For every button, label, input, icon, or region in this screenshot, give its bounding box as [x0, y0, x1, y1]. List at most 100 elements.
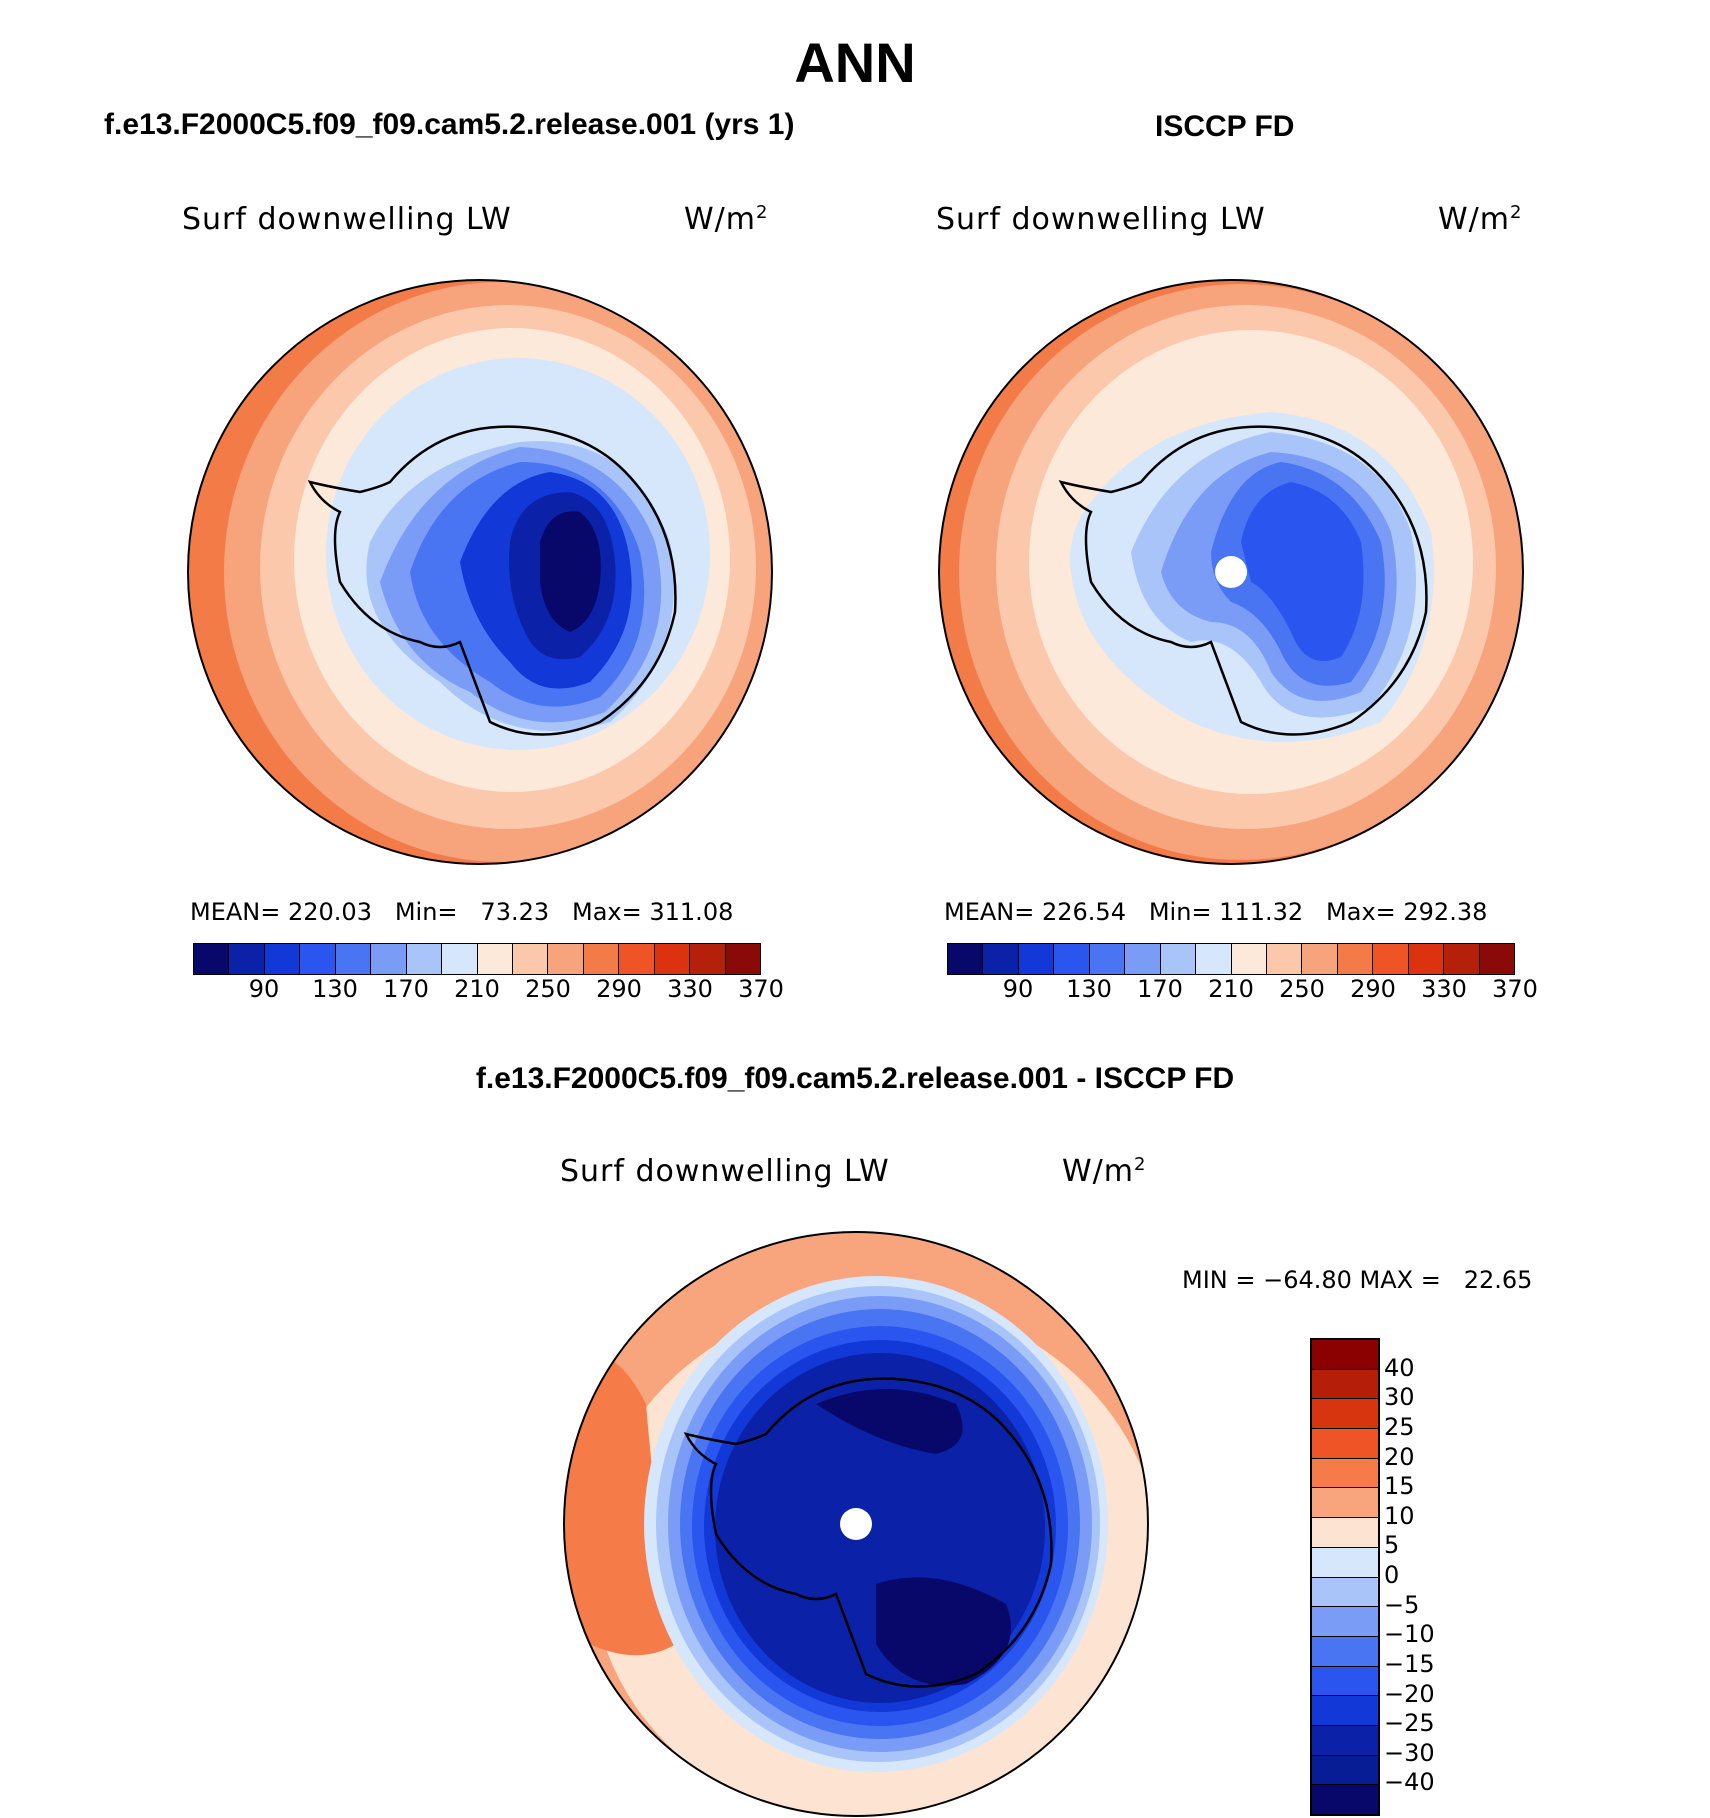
- panel3-tick: 10: [1384, 1501, 1415, 1530]
- panel1-tick: 330: [667, 975, 713, 1003]
- panel1-colorbar-swatch: [264, 944, 301, 974]
- panel1-tick: 90: [248, 975, 280, 1003]
- panel3-tick: −10: [1384, 1620, 1435, 1649]
- panel3-colorbar-swatch: [1312, 1458, 1378, 1489]
- panel2-tick: 290: [1350, 975, 1396, 1003]
- panel3-colorbar-swatch: [1312, 1696, 1378, 1726]
- panel1-stats: MEAN= 220.03 Min= 73.23 Max= 311.08: [190, 898, 734, 926]
- panel3-colorbar-swatch: [1312, 1607, 1378, 1637]
- panel2-colorbar-swatch: [1444, 944, 1480, 974]
- panel3-colorbar-swatch: [1312, 1399, 1378, 1430]
- panel3-colorbar-swatch: [1312, 1666, 1378, 1697]
- panel3-tick: −25: [1384, 1709, 1435, 1738]
- panel3-colorbar: [1310, 1338, 1380, 1816]
- panel1-colorbar-swatch: [654, 944, 691, 974]
- panel1-colorbar-swatch: [229, 944, 265, 974]
- panel3-colorbar-swatch: [1312, 1488, 1378, 1519]
- panel1-units: W/m2: [684, 202, 769, 237]
- panel3-colorbar-swatch: [1312, 1518, 1378, 1548]
- panel1-colorbar-swatch: [442, 944, 478, 974]
- panel1-colorbar-ticks: 90 130 170 210 250 290 330 370: [193, 975, 784, 1005]
- panel1-colorbar-swatch: [477, 944, 513, 974]
- panel2-tick: 210: [1208, 975, 1254, 1003]
- panel1-colorbar-swatch: [725, 944, 760, 974]
- panel1-colorbar-swatch: [690, 944, 726, 974]
- panel2-tick: 370: [1492, 975, 1538, 1003]
- panel2-tick: 90: [1002, 975, 1034, 1003]
- panel1-tick: 130: [312, 975, 358, 1003]
- panel1-field-name: Surf downwelling LW: [182, 202, 512, 237]
- panel2-colorbar-swatch: [1089, 944, 1126, 974]
- panel2-tick: 250: [1279, 975, 1325, 1003]
- panel2-colorbar-swatch: [1479, 944, 1514, 974]
- panel2-colorbar-swatch: [1408, 944, 1445, 974]
- panel2-colorbar: 90 130 170 210 250 290 330 370: [947, 943, 1538, 1005]
- panel3-colorbar-ticks: 40 30 25 20 15 10 5 0 −5 −10 −15 −20 −25…: [1384, 1338, 1464, 1812]
- panel2-colorbar-swatch: [1125, 944, 1161, 974]
- panel3-colorbar-swatch: [1312, 1785, 1378, 1814]
- panel1-colorbar: 90 130 170 210 250 290 330 370: [193, 943, 784, 1005]
- panel3-tick: 0: [1384, 1561, 1400, 1589]
- panel2-colorbar-swatch: [1160, 944, 1197, 974]
- main-title: ANN: [794, 31, 916, 94]
- panel3-tick: −5: [1384, 1590, 1420, 1619]
- panel3-field-name: Surf downwelling LW: [560, 1154, 890, 1189]
- panel3-tick: 20: [1384, 1442, 1415, 1471]
- panel1-colorbar-swatch: [583, 944, 620, 974]
- panel3-colorbar-swatch: [1312, 1340, 1378, 1370]
- panel1-colorbar-swatch: [548, 944, 584, 974]
- panel1-title: f.e13.F2000C5.f09_f09.cam5.2.release.001…: [104, 108, 795, 141]
- panel3-tick: −20: [1384, 1679, 1435, 1708]
- panel2-colorbar-swatch: [1266, 944, 1303, 974]
- panel3-tick: −15: [1384, 1649, 1435, 1678]
- panel2-colorbar-swatch: [1337, 944, 1374, 974]
- panel2-colorbar-swatch: [1302, 944, 1338, 974]
- panel1-map: [187, 279, 773, 865]
- panel3-tick: 30: [1384, 1383, 1415, 1412]
- panel2-colorbar-swatch: [1054, 944, 1090, 974]
- panel2-tick: 170: [1137, 975, 1183, 1003]
- panel2-colorbar-swatch: [1196, 944, 1232, 974]
- panel2-colorbar-swatch: [948, 944, 984, 974]
- panel2-field-name: Surf downwelling LW: [936, 202, 1266, 237]
- panel2-map: [938, 279, 1524, 865]
- panel3-stats: MIN = −64.80 MAX = 22.65: [1182, 1266, 1533, 1294]
- panel1-colorbar-swatch: [406, 944, 443, 974]
- panel2-tick: 130: [1066, 975, 1112, 1003]
- panel3-title: f.e13.F2000C5.f09_f09.cam5.2.release.001…: [475, 1062, 1235, 1095]
- panel2-colorbar-swatch: [1373, 944, 1409, 974]
- panel2-stats: MEAN= 226.54 Min= 111.32 Max= 292.38: [944, 898, 1488, 926]
- panel1-tick: 370: [738, 975, 784, 1003]
- panel2-colorbar-swatch: [1231, 944, 1267, 974]
- panel3-tick: −30: [1384, 1738, 1435, 1767]
- panel3-colorbar-swatch: [1312, 1369, 1378, 1400]
- panel3-colorbar-swatch: [1312, 1577, 1378, 1608]
- panel3-colorbar-swatch: [1312, 1636, 1378, 1667]
- panel2-units: W/m2: [1438, 202, 1523, 237]
- panel1-tick: 250: [525, 975, 571, 1003]
- panel2-colorbar-ticks: 90 130 170 210 250 290 330 370: [947, 975, 1538, 1005]
- panel1-tick: 210: [454, 975, 500, 1003]
- panel1-colorbar-swatch: [300, 944, 336, 974]
- panel3-tick: 5: [1384, 1531, 1400, 1560]
- panel3-tick: −40: [1384, 1768, 1435, 1797]
- panel3-tick: 40: [1384, 1353, 1415, 1382]
- panel2-colorbar-swatch: [1018, 944, 1055, 974]
- panel3-colorbar-swatch: [1312, 1547, 1378, 1578]
- panel3-colorbar-swatch: [1312, 1429, 1378, 1459]
- panel1-colorbar-swatch: [512, 944, 549, 974]
- panel3-tick: 25: [1384, 1412, 1415, 1441]
- panel1-colorbar-swatch: [619, 944, 655, 974]
- panel1-tick: 290: [596, 975, 642, 1003]
- panel2-colorbar-swatch: [983, 944, 1019, 974]
- panel3-map: [563, 1231, 1149, 1817]
- panel3-tick: 15: [1384, 1472, 1415, 1501]
- panel2-title: ISCCP FD: [1155, 110, 1295, 143]
- panel3-colorbar-swatch: [1312, 1725, 1378, 1756]
- panel1-colorbar-swatch: [194, 944, 230, 974]
- panel3-units: W/m2: [1062, 1154, 1147, 1189]
- panel1-colorbar-swatch: [335, 944, 372, 974]
- panel3-colorbar-swatch: [1312, 1755, 1378, 1786]
- panel2-tick: 330: [1421, 975, 1467, 1003]
- panel1-colorbar-swatch: [371, 944, 407, 974]
